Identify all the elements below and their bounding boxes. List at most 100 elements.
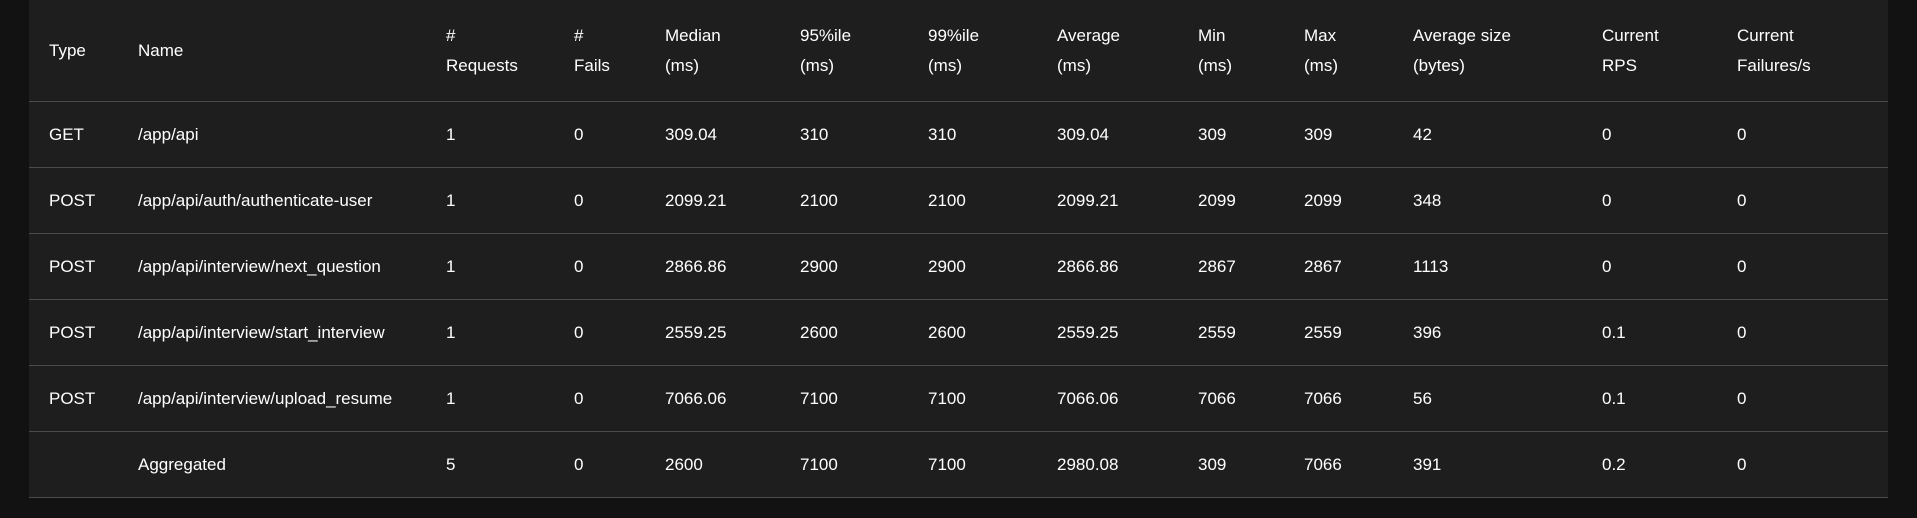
cell-fails: 0 bbox=[554, 167, 645, 234]
cell-name: /app/api bbox=[118, 101, 426, 168]
cell-requests: 1 bbox=[426, 101, 554, 168]
cell-p99: 7100 bbox=[908, 365, 1037, 432]
cell-type: POST bbox=[29, 167, 118, 234]
cell-current-failures: 0 bbox=[1717, 101, 1888, 168]
cell-current-failures: 0 bbox=[1717, 431, 1888, 498]
column-header-line1: 99%ile bbox=[928, 25, 980, 45]
cell-median: 7066.06 bbox=[645, 365, 780, 432]
cell-p99: 2100 bbox=[908, 167, 1037, 234]
cell-average-size: 348 bbox=[1393, 167, 1582, 234]
header-row: Type Name # Requests # Fails Median (ms) 95… bbox=[29, 0, 1888, 102]
cell-p99: 2900 bbox=[908, 233, 1037, 300]
cell-average-size: 391 bbox=[1393, 431, 1582, 498]
column-header-line1: # bbox=[446, 25, 456, 45]
column-header-min[interactable]: Min (ms) bbox=[1178, 0, 1284, 102]
column-header-current-rps[interactable]: Current RPS bbox=[1582, 0, 1717, 102]
column-header-99pct[interactable]: 99%ile (ms) bbox=[908, 0, 1037, 102]
cell-min: 2559 bbox=[1178, 299, 1284, 366]
cell-average: 2559.25 bbox=[1037, 299, 1178, 366]
cell-average: 2866.86 bbox=[1037, 233, 1178, 300]
cell-max: 309 bbox=[1284, 101, 1393, 168]
cell-p95: 310 bbox=[780, 101, 908, 168]
cell-min: 309 bbox=[1178, 431, 1284, 498]
cell-requests: 1 bbox=[426, 365, 554, 432]
cell-median: 309.04 bbox=[645, 101, 780, 168]
cell-fails: 0 bbox=[554, 101, 645, 168]
cell-requests: 1 bbox=[426, 167, 554, 234]
column-header-95pct[interactable]: 95%ile (ms) bbox=[780, 0, 908, 102]
cell-current-rps: 0 bbox=[1582, 101, 1717, 168]
column-header-line2: (ms) bbox=[928, 55, 962, 75]
cell-current-rps: 0.1 bbox=[1582, 299, 1717, 366]
column-header-line2: (ms) bbox=[665, 55, 699, 75]
column-header-line1: Median bbox=[665, 25, 721, 45]
cell-type: POST bbox=[29, 299, 118, 366]
table-body: GET/app/api 1 0 309.04 310 310 309.04 309 309 42 0… bbox=[29, 101, 1888, 498]
column-header-requests[interactable]: # Requests bbox=[426, 0, 554, 102]
cell-current-rps: 0 bbox=[1582, 233, 1717, 300]
cell-median: 2866.86 bbox=[645, 233, 780, 300]
cell-current-failures: 0 bbox=[1717, 167, 1888, 234]
cell-min: 309 bbox=[1178, 101, 1284, 168]
column-header-name[interactable]: Name bbox=[118, 0, 426, 102]
cell-min: 7066 bbox=[1178, 365, 1284, 432]
cell-median: 2600 bbox=[645, 431, 780, 498]
column-header-average-size[interactable]: Average size (bytes) bbox=[1393, 0, 1582, 102]
column-header-line1: Name bbox=[138, 40, 184, 60]
column-header-line2: (ms) bbox=[1304, 55, 1338, 75]
cell-type: POST bbox=[29, 233, 118, 300]
column-header-max[interactable]: Max (ms) bbox=[1284, 0, 1393, 102]
column-header-line2: Failures/s bbox=[1737, 55, 1811, 75]
column-header-line2: (bytes) bbox=[1413, 55, 1465, 75]
cell-current-rps: 0 bbox=[1582, 167, 1717, 234]
cell-max: 2867 bbox=[1284, 233, 1393, 300]
cell-max: 2099 bbox=[1284, 167, 1393, 234]
cell-average-size: 1113 bbox=[1393, 233, 1582, 300]
column-header-line2: (ms) bbox=[1057, 55, 1091, 75]
cell-average-size: 42 bbox=[1393, 101, 1582, 168]
column-header-line2: Requests bbox=[446, 55, 518, 75]
table-row: POST/app/api/interview/upload_resume 1 0 70… bbox=[29, 365, 1888, 432]
table-row: POST/app/api/auth/authenticate-user 1 0 209… bbox=[29, 167, 1888, 234]
cell-name: /app/api/interview/start_interview bbox=[118, 299, 426, 366]
column-header-line1: 95%ile bbox=[800, 25, 852, 45]
cell-fails: 0 bbox=[554, 299, 645, 366]
cell-max: 7066 bbox=[1284, 431, 1393, 498]
column-header-line2: Fails bbox=[574, 55, 610, 75]
cell-name: /app/api/interview/next_question bbox=[118, 233, 426, 300]
cell-name: /app/api/auth/authenticate-user bbox=[118, 167, 426, 234]
cell-current-failures: 0 bbox=[1717, 365, 1888, 432]
column-header-average[interactable]: Average (ms) bbox=[1037, 0, 1178, 102]
cell-average: 309.04 bbox=[1037, 101, 1178, 168]
column-header-line1: Current bbox=[1602, 25, 1659, 45]
cell-fails: 0 bbox=[554, 365, 645, 432]
cell-p99: 7100 bbox=[908, 431, 1037, 498]
cell-p95: 2900 bbox=[780, 233, 908, 300]
column-header-fails[interactable]: # Fails bbox=[554, 0, 645, 102]
cell-max: 7066 bbox=[1284, 365, 1393, 432]
column-header-median[interactable]: Median (ms) bbox=[645, 0, 780, 102]
column-header-line2: (ms) bbox=[800, 55, 834, 75]
cell-current-rps: 0.1 bbox=[1582, 365, 1717, 432]
cell-average: 2980.08 bbox=[1037, 431, 1178, 498]
cell-p95: 2600 bbox=[780, 299, 908, 366]
cell-requests: 5 bbox=[426, 431, 554, 498]
cell-current-failures: 0 bbox=[1717, 299, 1888, 366]
cell-min: 2867 bbox=[1178, 233, 1284, 300]
cell-type bbox=[29, 431, 118, 498]
table-header: Type Name # Requests # Fails Median (ms) 95… bbox=[29, 0, 1888, 102]
cell-max: 2559 bbox=[1284, 299, 1393, 366]
cell-average-size: 56 bbox=[1393, 365, 1582, 432]
cell-average: 2099.21 bbox=[1037, 167, 1178, 234]
column-header-type[interactable]: Type bbox=[29, 0, 118, 102]
column-header-current-failures[interactable]: Current Failures/s bbox=[1717, 0, 1888, 102]
request-stats-table-container: Type Name # Requests # Fails Median (ms) 95… bbox=[29, 0, 1888, 498]
cell-average: 7066.06 bbox=[1037, 365, 1178, 432]
column-header-line1: Average bbox=[1057, 25, 1121, 45]
cell-fails: 0 bbox=[554, 233, 645, 300]
column-header-line1: # bbox=[574, 25, 584, 45]
aggregated-row: Aggregated 5 0 2600 7100 7100 2980.08 309 7066 39… bbox=[29, 431, 1888, 498]
column-header-line1: Type bbox=[49, 40, 86, 60]
column-header-line2: RPS bbox=[1602, 55, 1637, 75]
cell-type: GET bbox=[29, 101, 118, 168]
